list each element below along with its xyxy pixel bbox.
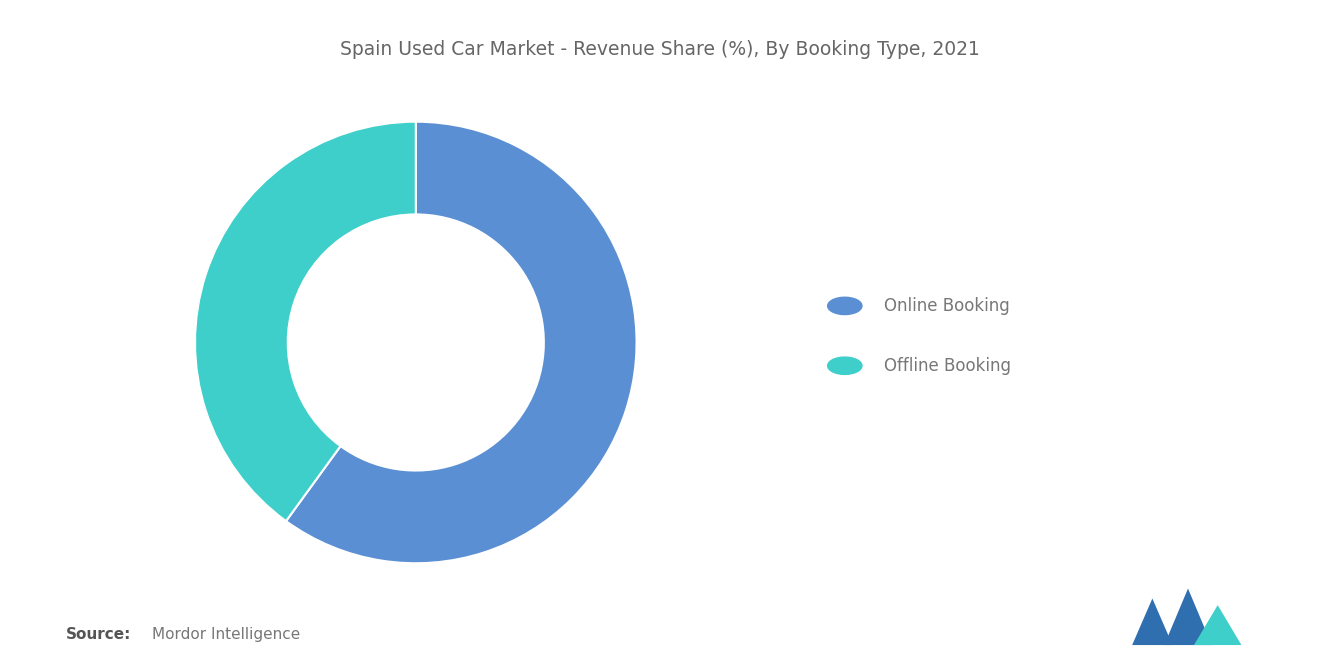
Text: Offline Booking: Offline Booking — [884, 356, 1011, 375]
Wedge shape — [286, 122, 636, 563]
Text: Spain Used Car Market - Revenue Share (%), By Booking Type, 2021: Spain Used Car Market - Revenue Share (%… — [341, 40, 979, 59]
Polygon shape — [1193, 605, 1241, 645]
Text: Mordor Intelligence: Mordor Intelligence — [152, 626, 300, 642]
Text: Source:: Source: — [66, 626, 132, 642]
Polygon shape — [1133, 598, 1172, 645]
Wedge shape — [195, 122, 416, 521]
Polygon shape — [1164, 589, 1212, 645]
Text: Online Booking: Online Booking — [884, 297, 1010, 315]
